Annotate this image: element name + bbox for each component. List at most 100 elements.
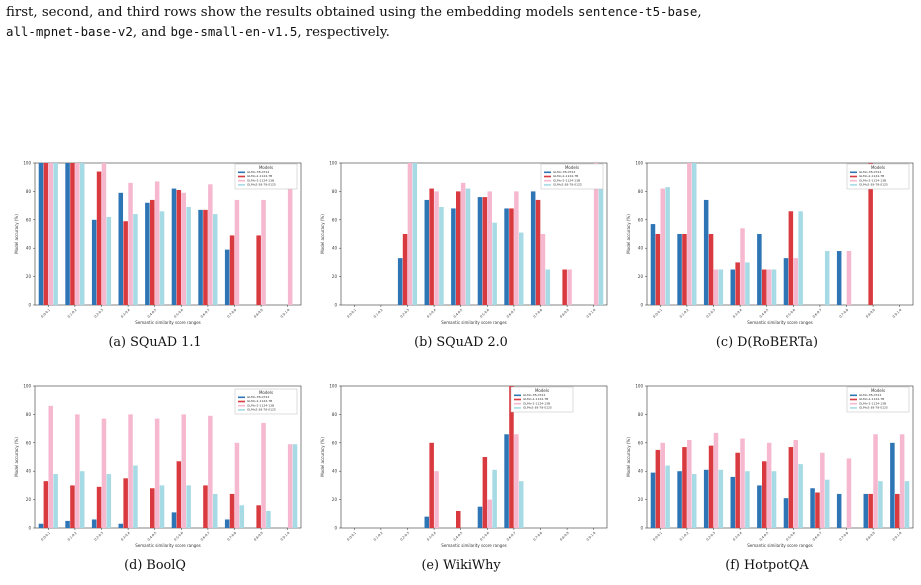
bar (106, 216, 112, 305)
y-tick-label: 20 (332, 274, 338, 279)
bar (412, 163, 418, 305)
bar (509, 208, 514, 305)
chart-svg-e: 0 20 40 60 80 100 Model accuracy (%) 0.0-0.1 0.1… (320, 384, 608, 548)
bar (434, 191, 439, 305)
bar (70, 485, 75, 528)
x-tick-label: 0.3-0.4 (732, 531, 743, 542)
legend-label: GLMo-7B-0724 (859, 170, 881, 174)
x-tick-label: 0.3-0.4 (426, 308, 437, 319)
bar (894, 493, 900, 528)
legend-label: GLMo-2-1124-7B (859, 397, 884, 401)
bar (761, 461, 767, 528)
bar (713, 432, 719, 528)
y-tick-label: 100 (635, 384, 643, 389)
bar (176, 461, 182, 528)
legend-box (234, 388, 298, 415)
legend-swatch (238, 409, 245, 411)
bar (518, 232, 524, 305)
x-tick-label: 0.9-1.0 (586, 308, 597, 319)
bar (101, 163, 107, 305)
bar (771, 269, 777, 305)
bar (149, 488, 155, 528)
figure-caption-d: (d) BoolQ (124, 558, 186, 573)
bar (133, 214, 138, 305)
plot-frame (646, 385, 914, 529)
legend-label: GLMo-2-1124-7B (523, 397, 548, 401)
x-tick-label: 0.4-0.5 (453, 308, 464, 319)
legend-swatch (850, 179, 857, 182)
x-tick-label: 0.6-0.7 (200, 308, 211, 319)
bar (713, 269, 719, 305)
y-tick-label: 60 (638, 217, 644, 222)
legend-title: Models (259, 165, 273, 170)
bar (460, 182, 466, 305)
legend-swatch (514, 402, 521, 405)
bar (793, 439, 799, 528)
bar (904, 481, 910, 528)
legend-swatch (514, 407, 521, 409)
bar (38, 163, 44, 305)
bar (91, 519, 97, 528)
x-tick-label: 0.6-0.7 (506, 308, 517, 319)
x-tick-label: 0.0-0.1 (346, 308, 357, 319)
x-tick-label: 0.3-0.4 (732, 308, 743, 319)
x-tick-label: 0.6-0.7 (200, 531, 211, 542)
chart-svg-f: 0 20 40 60 80 100 Model accuracy (%) 0.0-0.1 0.1… (626, 384, 914, 548)
legend-label: GLMo-7B-0724 (553, 170, 575, 174)
legend-box (510, 386, 574, 413)
legend-title: Models (565, 165, 579, 170)
legend-box (234, 163, 298, 190)
bar (212, 493, 218, 528)
bar (899, 434, 905, 528)
x-axis-label: Semantic similarity score ranges (441, 543, 507, 548)
bar (863, 493, 869, 528)
bar (655, 234, 661, 305)
y-tick-label: 60 (638, 440, 644, 445)
legend-swatch (850, 394, 857, 397)
legend-label: GLMo-2-1124-13B (247, 178, 274, 182)
bar (79, 163, 85, 305)
x-tick-label: 0.2-0.3 (705, 308, 716, 319)
legend-swatch (544, 171, 551, 174)
bar (482, 197, 488, 305)
bar (761, 269, 767, 305)
x-tick-label: 0.6-0.7 (812, 308, 823, 319)
bar (159, 211, 165, 305)
bar (788, 447, 794, 528)
bar (477, 197, 483, 305)
bar (730, 476, 736, 528)
x-tick-label: 0.2-0.3 (93, 308, 104, 319)
legend-swatch (238, 400, 245, 403)
x-tick-label: 0.7-0.8 (532, 531, 543, 542)
bar (691, 163, 697, 305)
bar (810, 488, 815, 528)
legend-label: GLMo2-38-78-0125 (859, 183, 888, 187)
intro-text-3: , and (132, 25, 171, 40)
bar (545, 269, 551, 305)
bar (43, 163, 49, 305)
bar (429, 188, 434, 305)
bar (133, 465, 138, 528)
legend-swatch (850, 402, 857, 405)
x-tick-label: 0.8-0.9 (253, 531, 264, 542)
x-tick-label: 0.8-0.9 (253, 308, 264, 319)
figure-caption-f: (f) HotpotQA (725, 558, 809, 573)
bar (788, 211, 794, 305)
legend-title: Models (871, 165, 885, 170)
legend-label: GLMo-2-1124-7B (553, 174, 578, 178)
x-tick-label: 0.4-0.5 (453, 531, 464, 542)
x-tick-label: 0.5-0.6 (173, 308, 184, 319)
y-tick-label: 80 (638, 412, 644, 417)
legend-label: GLMo-7B-0724 (859, 393, 881, 397)
plot-frame (340, 385, 608, 529)
bar (487, 191, 493, 305)
x-tick-label: 0.1-0.2 (373, 308, 384, 319)
x-tick-label: 0.4-0.5 (147, 308, 158, 319)
legend-box (846, 163, 910, 190)
bar (128, 182, 133, 305)
intro-text-4: , respectively. (297, 25, 390, 40)
x-tick-label: 0.6-0.7 (506, 531, 517, 542)
bar (757, 485, 762, 528)
bar (824, 251, 830, 305)
y-tick-label: 20 (26, 274, 32, 279)
